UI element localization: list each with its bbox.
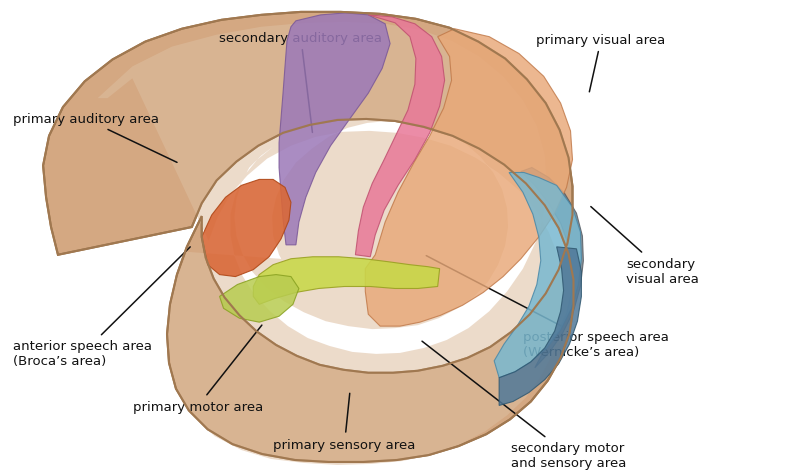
Polygon shape (219, 275, 299, 323)
Polygon shape (355, 16, 445, 257)
Polygon shape (98, 23, 563, 465)
Text: secondary
visual area: secondary visual area (591, 207, 699, 285)
Text: posterior speech area
(Wernicke’s area): posterior speech area (Wernicke’s area) (426, 256, 669, 358)
Text: primary visual area: primary visual area (537, 34, 666, 93)
Text: primary auditory area: primary auditory area (13, 113, 177, 163)
Text: secondary auditory area: secondary auditory area (219, 32, 382, 133)
Polygon shape (499, 248, 582, 406)
Polygon shape (494, 173, 582, 378)
Text: anterior speech area
(Broca’s area): anterior speech area (Broca’s area) (13, 248, 190, 367)
Text: primary motor area: primary motor area (133, 326, 263, 413)
Text: secondary motor
and sensory area: secondary motor and sensory area (422, 341, 626, 469)
Polygon shape (279, 14, 390, 245)
Polygon shape (521, 168, 583, 368)
Text: primary sensory area: primary sensory area (274, 394, 416, 451)
Polygon shape (202, 180, 291, 277)
Polygon shape (254, 257, 440, 305)
Polygon shape (366, 30, 573, 327)
Polygon shape (43, 13, 574, 462)
